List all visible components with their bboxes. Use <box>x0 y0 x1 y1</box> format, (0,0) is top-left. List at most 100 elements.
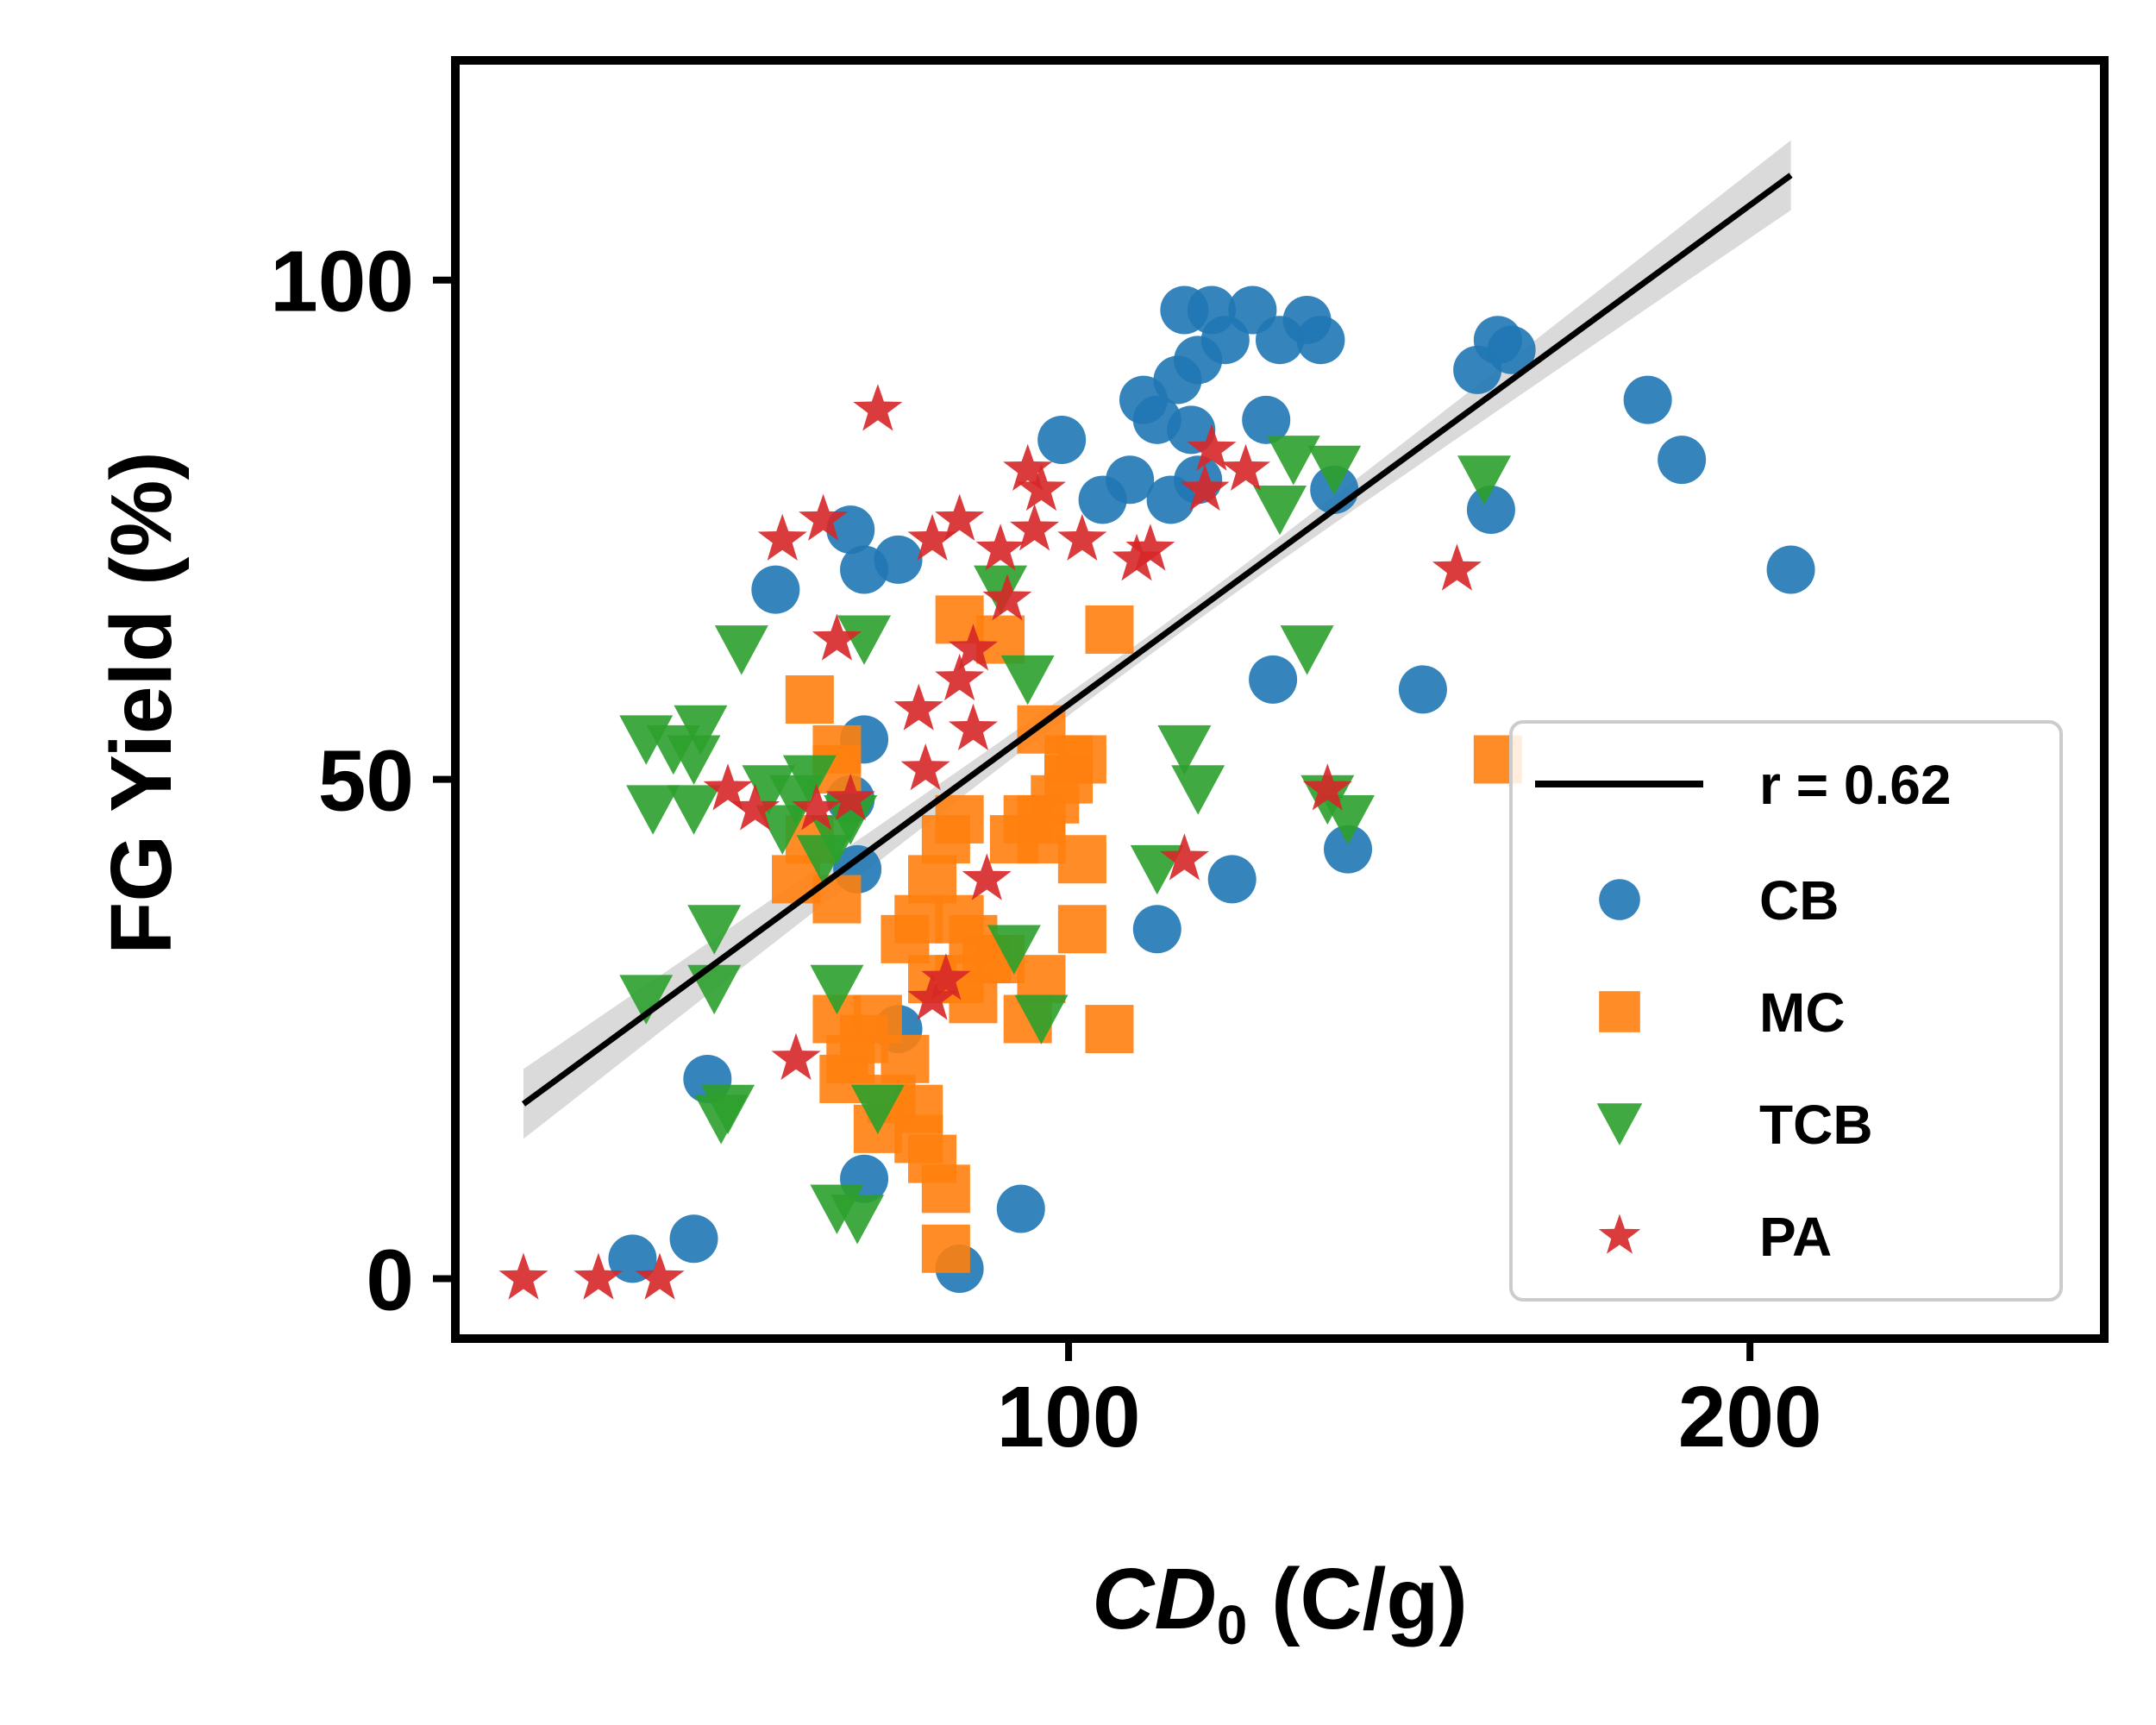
data-point-tcb <box>687 905 742 955</box>
data-point-tcb <box>1266 436 1320 486</box>
data-point-tcb <box>619 975 674 1025</box>
data-point-cb <box>1487 325 1536 374</box>
data-point-cb <box>1106 455 1155 505</box>
data-point-pa <box>703 763 753 811</box>
data-point-pa <box>1010 504 1060 551</box>
data-point-cb <box>1207 855 1257 904</box>
data-point-pa <box>1057 513 1107 561</box>
legend-entry-mc: MC <box>1599 982 1846 1044</box>
y-tick-label: 50 <box>318 733 414 830</box>
data-point-pa <box>1003 443 1053 491</box>
legend: r = 0.62 CB MC TCB PA <box>1509 720 2063 1302</box>
data-point-pa <box>907 513 957 561</box>
legend-fit-label: r = 0.62 <box>1759 754 1951 816</box>
data-point-tcb <box>1253 486 1307 536</box>
legend-label-cb: CB <box>1759 869 1839 932</box>
data-point-tcb <box>830 1195 885 1245</box>
data-point-tcb <box>674 705 728 756</box>
data-point-mc <box>785 675 834 724</box>
data-points-layer <box>498 285 1815 1300</box>
data-point-pa <box>1221 443 1270 491</box>
data-point-cb <box>669 1214 718 1264</box>
data-point-tcb <box>824 794 878 845</box>
data-point-mc <box>881 1034 930 1083</box>
data-point-mc <box>1085 605 1134 654</box>
data-point-pa <box>935 653 985 701</box>
y-tick-label: 100 <box>270 234 414 330</box>
data-point-mc <box>935 794 984 844</box>
data-point-pa <box>935 493 985 541</box>
y-axis: 0 50 100 <box>270 234 455 1329</box>
legend-marker-tcb <box>1596 1103 1643 1145</box>
data-point-mc <box>921 1224 970 1273</box>
legend-box <box>1509 720 2063 1302</box>
data-point-pa <box>948 624 998 671</box>
data-point-cb <box>1242 395 1291 444</box>
y-axis-title: FG Yield (%) <box>93 451 190 954</box>
x-tick-label: 100 <box>997 1369 1141 1465</box>
legend-entry-pa: PA <box>1598 1206 1832 1268</box>
data-point-tcb <box>1157 724 1212 775</box>
data-point-tcb <box>974 565 1028 616</box>
legend-marker-cb <box>1599 879 1640 920</box>
x-axis-title-unit: (C/g) <box>1247 1551 1467 1647</box>
data-point-tcb <box>626 785 680 835</box>
data-point-tcb <box>714 625 768 675</box>
fit-line-layer <box>521 172 1793 1107</box>
data-point-pa <box>921 953 971 1000</box>
data-point-mc <box>812 875 862 924</box>
data-point-mc <box>1057 835 1106 884</box>
data-point-mc <box>1057 735 1106 784</box>
y-tick-label: 0 <box>366 1233 414 1329</box>
data-point-pa <box>1187 423 1237 471</box>
data-point-tcb <box>837 615 892 665</box>
data-point-cb <box>1296 316 1345 365</box>
data-point-tcb <box>987 925 1041 975</box>
x-axis-title-subscript: 0 <box>1217 1594 1248 1656</box>
legend-marker-pa <box>1598 1214 1641 1254</box>
x-axis-title-main: CD <box>1092 1551 1216 1647</box>
data-point-pa <box>573 1252 624 1300</box>
data-point-pa <box>893 683 943 731</box>
data-point-tcb <box>1307 445 1362 496</box>
data-point-pa <box>825 773 875 821</box>
x-axis-title: CD0 (C/g) <box>1092 1551 1468 1656</box>
data-point-pa <box>498 1252 548 1300</box>
data-point-cb <box>1398 665 1447 714</box>
fit-line <box>521 172 1793 1107</box>
data-point-tcb <box>782 755 837 806</box>
legend-marker-mc <box>1599 991 1640 1032</box>
data-point-tcb <box>1171 765 1225 815</box>
data-point-cb <box>1766 545 1815 594</box>
data-point-cb <box>1249 655 1298 704</box>
data-point-tcb <box>1014 994 1069 1044</box>
data-point-pa <box>975 524 1025 571</box>
data-point-tcb <box>694 1095 749 1145</box>
x-axis: 100 200 <box>997 1339 1822 1465</box>
data-point-pa <box>1112 533 1162 581</box>
data-point-cb <box>874 535 923 584</box>
data-point-tcb <box>1280 625 1334 675</box>
data-point-tcb <box>667 785 721 835</box>
data-point-cb <box>996 1184 1045 1233</box>
data-point-mc <box>921 1164 970 1214</box>
data-point-pa <box>792 783 842 831</box>
data-point-pa <box>900 743 950 791</box>
legend-label-mc: MC <box>1759 982 1846 1044</box>
data-point-tcb <box>667 735 721 785</box>
data-point-pa <box>948 703 998 750</box>
data-point-cb <box>751 565 800 614</box>
data-point-pa <box>853 384 903 431</box>
data-point-cb <box>1132 905 1181 954</box>
data-point-tcb <box>810 964 864 1015</box>
data-point-tcb <box>850 1084 905 1135</box>
data-point-pa <box>1016 463 1066 511</box>
data-point-pa <box>1125 524 1175 571</box>
legend-label-tcb: TCB <box>1759 1094 1873 1156</box>
plot-frame <box>451 56 2109 1343</box>
data-point-cb <box>1324 825 1373 874</box>
data-point-tcb <box>1000 655 1055 706</box>
data-point-pa <box>812 613 862 661</box>
data-point-pa <box>982 574 1032 621</box>
